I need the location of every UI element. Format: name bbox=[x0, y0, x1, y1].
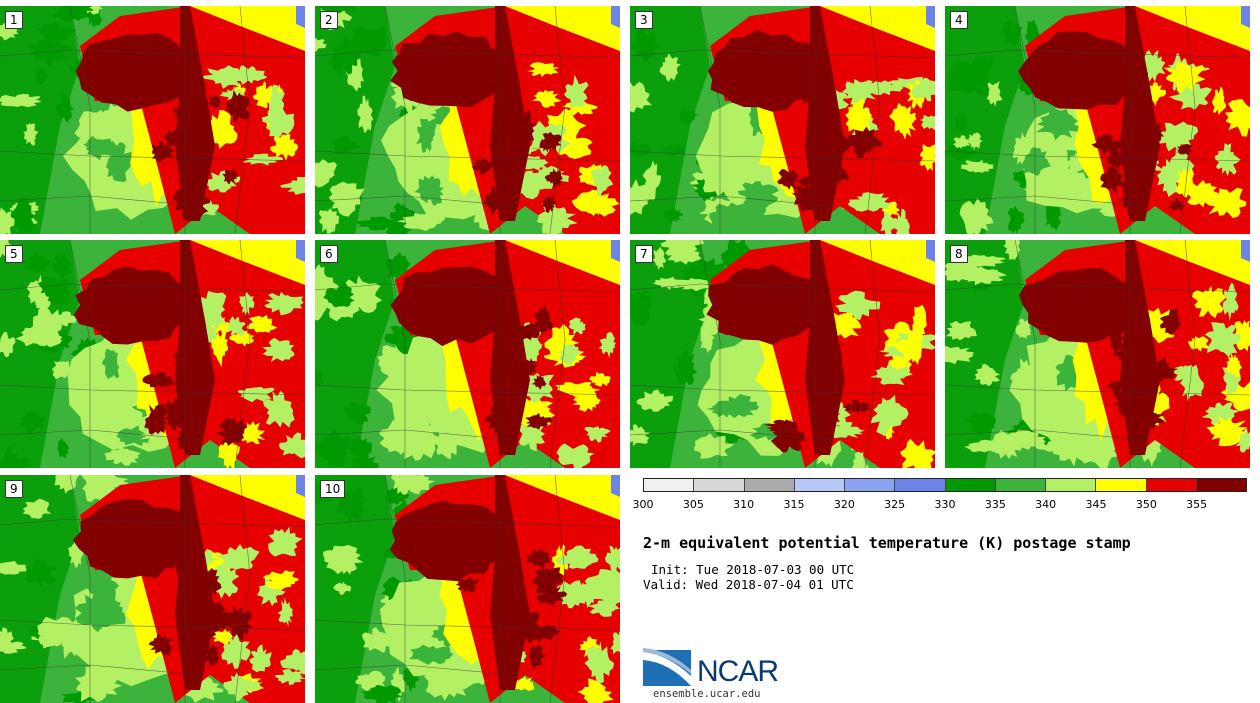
member-number-label: 7 bbox=[635, 245, 653, 263]
ensemble-member-map bbox=[945, 240, 1250, 468]
colorbar-segment bbox=[794, 479, 845, 491]
ensemble-member-map bbox=[315, 240, 620, 468]
ensemble-member-panel: 9 bbox=[0, 475, 305, 703]
colorbar-tick-label: 330 bbox=[934, 498, 956, 511]
ensemble-member-panel: 6 bbox=[315, 240, 620, 468]
member-number-label: 2 bbox=[320, 11, 338, 29]
colorbar-tick-label: 315 bbox=[783, 498, 805, 511]
ensemble-member-map bbox=[945, 6, 1250, 234]
ensemble-member-map bbox=[315, 475, 620, 703]
ensemble-member-panel: 2 bbox=[315, 6, 620, 234]
colorbar-segment bbox=[1146, 479, 1197, 491]
colorbar-tick-label: 355 bbox=[1186, 498, 1208, 511]
colorbar-segment bbox=[694, 479, 745, 491]
colorbar-tick-label: 300 bbox=[632, 498, 654, 511]
init-time: Init: Tue 2018-07-03 00 UTC bbox=[651, 562, 855, 577]
colorbar-segment bbox=[995, 479, 1046, 491]
ensemble-member-map bbox=[0, 6, 305, 234]
ensemble-member-map bbox=[315, 6, 620, 234]
ncar-logo-icon bbox=[643, 648, 691, 686]
valid-time: Valid: Wed 2018-07-04 01 UTC bbox=[643, 577, 854, 592]
colorbar-segment bbox=[945, 479, 996, 491]
member-number-label: 3 bbox=[635, 11, 653, 29]
member-number-label: 10 bbox=[320, 480, 346, 498]
colorbar-tick-label: 340 bbox=[1035, 498, 1057, 511]
logo-name: NCAR bbox=[697, 655, 779, 688]
colorbar-tick-label: 310 bbox=[733, 498, 755, 511]
member-number-label: 9 bbox=[5, 480, 23, 498]
ensemble-member-panel: 8 bbox=[945, 240, 1250, 468]
colorbar-tick-label: 305 bbox=[682, 498, 704, 511]
member-number-label: 8 bbox=[950, 245, 968, 263]
colorbar-tick-label: 320 bbox=[833, 498, 855, 511]
member-number-label: 6 bbox=[320, 245, 338, 263]
member-number-label: 4 bbox=[950, 11, 968, 29]
colorbar-segment bbox=[1046, 479, 1097, 491]
colorbar-segment bbox=[1096, 479, 1147, 491]
colorbar-segment bbox=[895, 479, 946, 491]
colorbar-segment bbox=[644, 479, 695, 491]
member-number-label: 1 bbox=[5, 11, 23, 29]
ensemble-member-map bbox=[0, 475, 305, 703]
ensemble-member-map bbox=[0, 240, 305, 468]
colorbar bbox=[643, 478, 1247, 492]
ensemble-member-panel: 3 bbox=[630, 6, 935, 234]
logo-url: ensemble.ucar.edu bbox=[653, 688, 761, 700]
ensemble-member-panel: 7 bbox=[630, 240, 935, 468]
ensemble-member-panel: 5 bbox=[0, 240, 305, 468]
colorbar-segment bbox=[1196, 479, 1246, 491]
ensemble-member-map bbox=[630, 240, 935, 468]
member-number-label: 5 bbox=[5, 245, 23, 263]
colorbar-segment bbox=[845, 479, 896, 491]
colorbar-tick-label: 325 bbox=[884, 498, 906, 511]
chart-title: 2-m equivalent potential temperature (K)… bbox=[643, 534, 1131, 552]
ensemble-member-panel: 4 bbox=[945, 6, 1250, 234]
colorbar-tick-label: 345 bbox=[1085, 498, 1107, 511]
colorbar-tick-label: 350 bbox=[1135, 498, 1157, 511]
colorbar-tick-label: 335 bbox=[984, 498, 1006, 511]
ensemble-member-panel: 1 bbox=[0, 6, 305, 234]
colorbar-segment bbox=[744, 479, 795, 491]
ensemble-member-panel: 10 bbox=[315, 475, 620, 703]
ensemble-member-map bbox=[630, 6, 935, 234]
